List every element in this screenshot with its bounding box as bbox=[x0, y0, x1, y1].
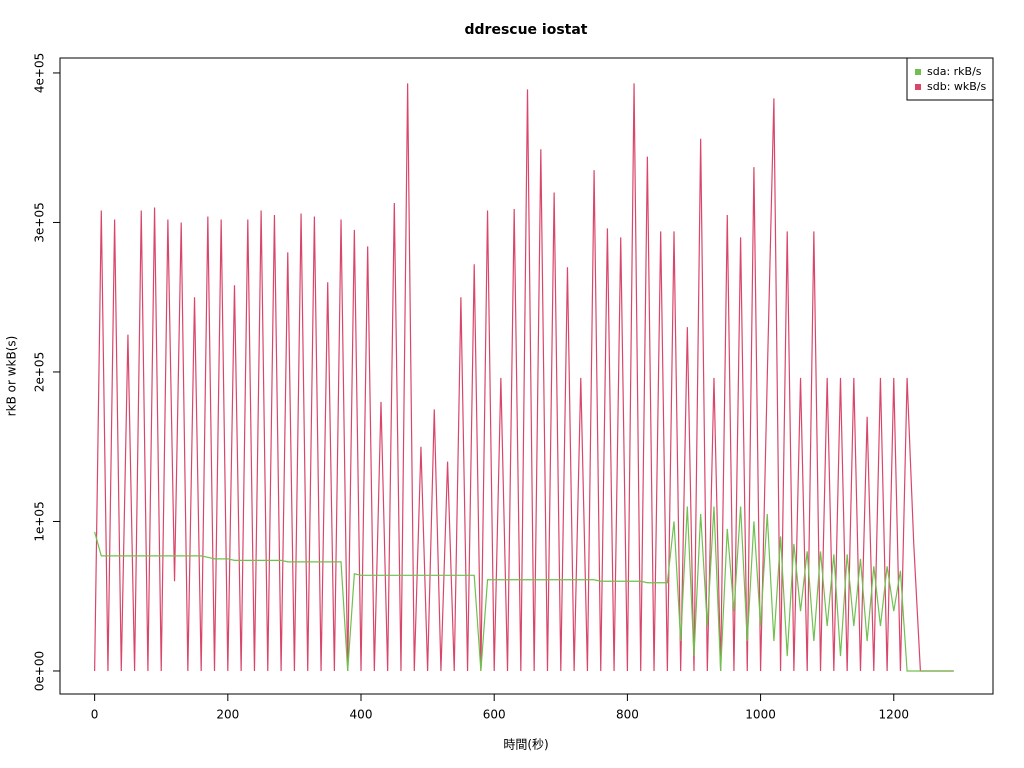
x-tick-label: 1000 bbox=[745, 708, 776, 722]
y-tick-label: 2e+05 bbox=[33, 352, 47, 392]
y-axis-label: rkB or wkB(s) bbox=[5, 336, 19, 417]
x-tick-label: 200 bbox=[216, 708, 239, 722]
y-tick-label: 4e+05 bbox=[33, 53, 47, 93]
x-tick-label: 600 bbox=[483, 708, 506, 722]
y-tick-label: 0e+00 bbox=[33, 651, 47, 691]
data-line bbox=[94, 506, 954, 672]
data-line bbox=[94, 83, 954, 672]
y-tick-label: 3e+05 bbox=[33, 202, 47, 242]
plot-frame bbox=[59, 57, 994, 695]
y-tick-label: 1e+05 bbox=[33, 501, 47, 541]
x-tick-label: 400 bbox=[350, 708, 373, 722]
legend-swatch bbox=[915, 69, 921, 75]
legend-swatch bbox=[915, 84, 921, 90]
chart-title: ddrescue iostat bbox=[465, 22, 588, 38]
legend-box bbox=[906, 57, 994, 101]
x-tick-label: 0 bbox=[91, 708, 99, 722]
x-tick-label: 1200 bbox=[878, 708, 909, 722]
x-tick-label: 800 bbox=[616, 708, 639, 722]
legend-label: sdb: wkB/s bbox=[927, 80, 987, 93]
x-axis-label: 時間(秒) bbox=[503, 738, 548, 752]
legend-label: sda: rkB/s bbox=[927, 65, 982, 78]
